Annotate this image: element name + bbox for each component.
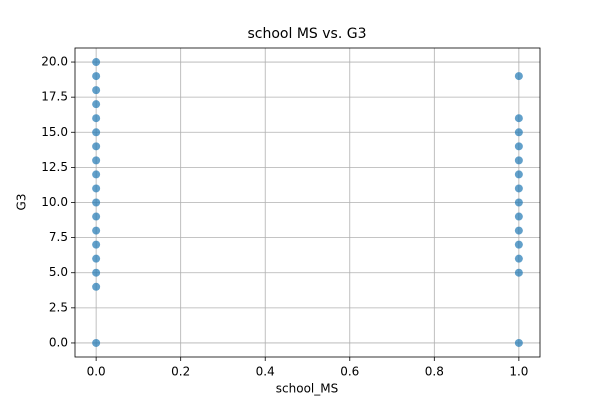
point: [92, 338, 101, 347]
point: [92, 156, 101, 165]
point: [92, 72, 101, 81]
point: [514, 142, 523, 151]
point: [92, 184, 101, 193]
point: [92, 100, 101, 109]
point: [514, 156, 523, 165]
x-tick-label: 0.4: [256, 365, 275, 379]
y-tick-label: 12.5: [41, 160, 68, 174]
point: [514, 198, 523, 207]
y-tick-label: 7.5: [49, 230, 68, 244]
y-tick-label: 10.0: [41, 195, 68, 209]
plot-frame: [74, 47, 541, 358]
chart-title: school MS vs. G3: [248, 26, 367, 42]
point: [514, 184, 523, 193]
point: [92, 240, 101, 249]
x-tick-label: 0.6: [340, 365, 359, 379]
point: [92, 86, 101, 95]
point: [92, 254, 101, 263]
point: [514, 226, 523, 235]
y-axis-label: G3: [15, 194, 29, 211]
point: [514, 212, 523, 221]
x-tick-label: 0.8: [425, 365, 444, 379]
y-tick-label: 5.0: [49, 265, 68, 279]
point: [514, 240, 523, 249]
x-tick-label: 0.0: [87, 365, 106, 379]
x-tick-label: 1.0: [509, 365, 528, 379]
x-axis-label: school_MS: [276, 382, 338, 396]
point: [92, 212, 101, 221]
point: [514, 338, 523, 347]
point: [92, 268, 101, 277]
point: [514, 114, 523, 123]
point: [514, 254, 523, 263]
y-tick-label: 17.5: [41, 90, 68, 104]
y-tick-label: 0.0: [49, 335, 68, 349]
point: [92, 114, 101, 123]
point: [92, 282, 101, 291]
y-tick-label: 15.0: [41, 125, 68, 139]
point: [92, 198, 101, 207]
point: [514, 268, 523, 277]
point: [92, 58, 101, 67]
point: [92, 226, 101, 235]
point: [92, 170, 101, 179]
x-tick-label: 0.2: [171, 365, 190, 379]
y-tick-label: 20.0: [41, 55, 68, 69]
point: [92, 142, 101, 151]
point: [92, 128, 101, 137]
point: [514, 128, 523, 137]
y-tick-label: 2.5: [49, 300, 68, 314]
point: [514, 170, 523, 179]
point: [514, 72, 523, 81]
